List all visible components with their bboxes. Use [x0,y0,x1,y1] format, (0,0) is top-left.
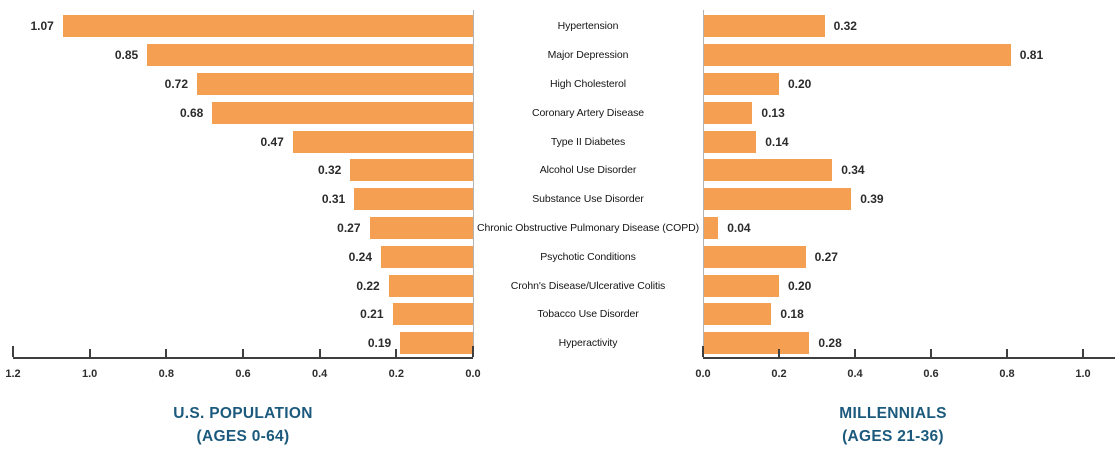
category-label: Alcohol Use Disorder [539,164,637,177]
right-bar-value: 0.27 [814,249,838,264]
left-axis-subtitle: (AGES 0-64) [196,428,290,445]
category-label: Hypertension [557,20,619,33]
left-zero-baseline [473,10,474,357]
right-axis-tick-label: 0.4 [847,368,863,380]
right-axis-tick [930,349,932,357]
right-x-axis [703,357,1115,359]
left-axis-tick-label: 0.8 [158,368,174,380]
right-axis-tick [778,349,780,357]
left-bar [354,188,473,211]
left-axis-tick [12,346,14,357]
left-axis-tick [472,346,474,357]
right-bar [703,101,753,124]
left-axis-tick [165,349,168,357]
left-bar [212,101,473,124]
right-bar-value: 0.20 [788,77,812,91]
left-bar-value: 1.07 [30,19,54,34]
right-bar-value: 0.04 [727,221,751,235]
left-bar-value: 0.22 [356,278,380,293]
right-bar [703,15,825,38]
right-bar-value: 0.28 [818,336,842,351]
right-bar [703,73,779,95]
right-axis-title: MILLENNIALS [839,405,947,422]
left-bar-value: 0.31 [321,192,346,207]
right-axis-tick-label: 0.6 [923,368,939,380]
left-bar-value: 0.21 [360,307,384,322]
right-axis-tick [1006,349,1008,357]
left-bar [197,73,473,95]
right-bar [703,332,810,355]
category-label: Major Depression [547,49,629,62]
right-axis-tick [702,346,704,357]
right-bar-value: 0.13 [761,105,785,120]
right-axis-tick [1082,349,1084,357]
right-axis-title-block: MILLENNIALS (AGES 21-36) [839,402,947,448]
left-axis-tick [318,349,321,357]
category-label: Hyperactivity [558,337,618,350]
category-label: Chronic Obstructive Pulmonary Disease (C… [476,222,700,234]
category-label: Tobacco Use Disorder [537,308,639,321]
category-label: Substance Use Disorder [532,193,644,206]
right-bar-value: 0.39 [860,192,884,207]
left-axis-tick-label: 1.2 [5,368,21,380]
right-axis-tick-label: 1.0 [1075,368,1091,380]
left-bar-value: 0.72 [164,77,188,91]
left-bar-value: 0.47 [260,134,284,149]
right-bar [703,159,833,182]
left-bar-value: 0.27 [337,221,361,235]
right-bar [703,303,772,326]
left-axis-title: U.S. POPULATION [173,405,313,422]
left-bar [388,274,473,297]
left-bar [400,332,473,355]
left-bar [292,130,473,153]
right-bar-value: 0.81 [1019,48,1044,63]
left-bar [147,44,473,67]
left-bar-value: 0.24 [348,249,372,264]
left-bar-value: 0.68 [179,105,204,120]
left-bar-value: 0.32 [317,163,342,178]
category-label: High Cholesterol [549,78,627,90]
left-axis-tick [242,349,244,357]
right-axis-subtitle: (AGES 21-36) [842,428,944,445]
category-label: Coronary Artery Disease [531,106,645,119]
left-axis-tick-label: 0.4 [312,368,328,380]
right-axis-tick-label: 0.8 [999,368,1015,380]
right-bar [703,245,806,268]
left-axis-tick [395,349,398,357]
left-bar-value: 0.85 [114,48,139,63]
left-bar [62,15,473,38]
left-axis-tick-label: 0.0 [465,368,481,380]
right-axis-tick [854,349,856,357]
left-bar [369,217,473,239]
right-axis-tick-label: 0.2 [771,368,787,380]
right-bar [703,130,757,153]
category-label: Type II Diabetes [550,135,626,148]
right-bar-value: 0.18 [780,307,804,322]
right-bar-value: 0.14 [765,134,789,149]
category-label: Crohn's Disease/Ulcerative Colitis [510,279,666,292]
right-axis-tick-label: 0.0 [695,368,711,380]
left-axis-tick-label: 0.6 [235,368,251,380]
category-label: Psychotic Conditions [540,250,636,263]
left-bar-value: 0.19 [367,336,392,351]
left-axis-tick [88,349,91,357]
left-axis-tick-label: 0.2 [388,368,404,380]
right-bar-value: 0.20 [788,278,812,293]
left-bar [392,303,473,326]
right-bar-value: 0.32 [833,19,857,34]
left-bar [350,159,473,182]
left-bar [381,245,473,268]
right-bar [703,217,719,239]
right-bar [703,188,852,211]
left-axis-tick-label: 1.0 [82,368,98,380]
right-zero-baseline [703,10,704,357]
left-axis-title-block: U.S. POPULATION (AGES 0-64) [173,402,312,448]
right-bar [703,44,1011,67]
left-x-axis [13,357,473,359]
right-bar [703,274,779,297]
right-bar-value: 0.34 [841,163,865,178]
